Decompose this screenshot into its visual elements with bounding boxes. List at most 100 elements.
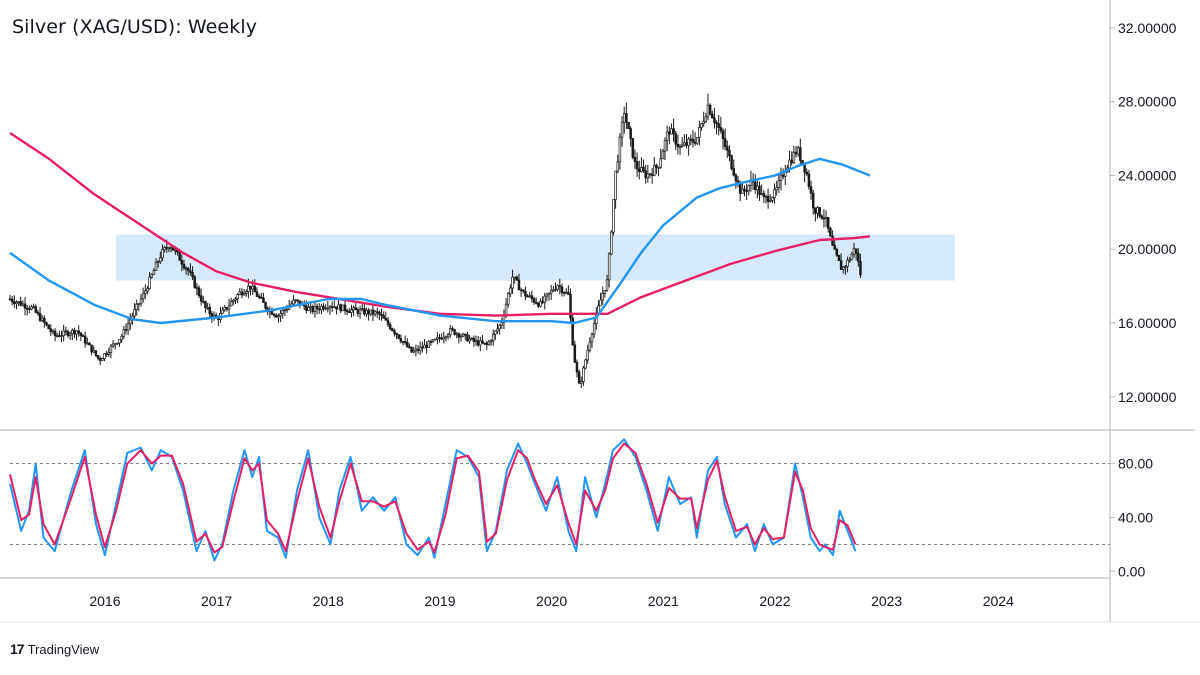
candle-body [618, 136, 622, 163]
candle-body [513, 276, 516, 279]
candle-body [790, 159, 793, 163]
candle-body [648, 173, 652, 176]
candle-body [141, 293, 145, 300]
candle-body [532, 298, 536, 303]
candle-body [466, 334, 469, 342]
candle-body [324, 307, 327, 310]
candle-body [444, 336, 448, 339]
candle-body [805, 171, 809, 175]
candle-body [457, 333, 461, 338]
oscillator-panel[interactable] [9, 438, 1110, 562]
candle-body [485, 342, 489, 346]
candle-body [94, 350, 98, 356]
candle-body [494, 330, 497, 335]
candle-body [326, 307, 330, 310]
time-axis-label: 2019 [424, 593, 455, 609]
candle-body [820, 215, 824, 219]
candle-body [399, 337, 403, 342]
oscillator-axis-label: 0.00 [1118, 563, 1145, 579]
oscillator-axis-label: 40.00 [1118, 509, 1153, 525]
candle-body [397, 334, 400, 339]
tradingview-brand: 17 TradingView [10, 641, 99, 657]
candle-body [723, 138, 727, 147]
candle-body [588, 341, 592, 351]
candle-body [745, 190, 748, 192]
candle-body [135, 303, 138, 310]
candle-body [320, 305, 323, 311]
candle-body [34, 306, 38, 313]
candle-body [831, 235, 834, 246]
candle-body [365, 309, 368, 315]
candle-body [766, 195, 770, 202]
candle-body [451, 328, 454, 330]
candle-body [83, 335, 87, 344]
time-axis-label: 2023 [871, 593, 902, 609]
candle-body [294, 299, 297, 302]
candle-body [401, 341, 405, 343]
price-panel[interactable] [8, 93, 871, 389]
candle-body [721, 130, 725, 140]
candle-body [36, 311, 40, 314]
candle-body [315, 305, 319, 310]
candle-body [71, 329, 74, 335]
candle-body [410, 346, 413, 353]
candle-body [79, 332, 83, 337]
candle-body [43, 317, 46, 323]
candle-body [601, 293, 604, 301]
candle-body [567, 291, 570, 295]
candle-body [210, 313, 214, 318]
candle-body [605, 279, 609, 291]
candle-body [28, 308, 31, 310]
candle-body [453, 329, 456, 335]
candle-body [221, 309, 224, 314]
candle-body [161, 249, 164, 259]
candle-body [498, 324, 501, 330]
price-axis-label: 12.00000 [1118, 389, 1177, 405]
candle-body [109, 345, 113, 353]
candle-body [438, 337, 441, 339]
candle-body [515, 276, 519, 281]
candle-body [646, 173, 650, 179]
price-axis-label: 24.00000 [1118, 167, 1177, 183]
candle-body [614, 170, 617, 200]
candle-body [637, 168, 641, 173]
candle-body [659, 158, 662, 168]
candle-body [442, 337, 446, 340]
candle-body [610, 231, 613, 255]
candle-body [133, 309, 136, 317]
candle-body [440, 337, 443, 340]
candle-body [418, 346, 422, 351]
candle-body [73, 329, 76, 335]
candle-body [764, 195, 768, 198]
time-axis-label: 2021 [648, 593, 679, 609]
candle-body [10, 298, 14, 302]
candle-body [154, 261, 158, 271]
candle-body [496, 328, 499, 332]
candle-body [695, 137, 699, 144]
candle-body [436, 337, 439, 340]
candle-body [625, 113, 628, 123]
candle-body [562, 292, 566, 294]
candle-body [369, 309, 373, 315]
candle-body [120, 335, 123, 340]
candle-body [330, 306, 334, 309]
candle-body [620, 121, 624, 138]
candle-body [15, 301, 18, 304]
candle-body [88, 342, 91, 346]
candle-body [590, 333, 594, 343]
candle-body [779, 174, 783, 181]
candle-body [191, 272, 194, 278]
candle-body [852, 248, 856, 255]
candle-body [792, 151, 796, 163]
candle-body [857, 252, 860, 262]
candle-body [773, 189, 776, 199]
candle-body [17, 301, 20, 303]
candle-body [678, 146, 682, 148]
candle-body [227, 305, 231, 310]
candle-body [528, 295, 531, 298]
candle-body [208, 307, 211, 314]
candle-body [21, 303, 25, 306]
candle-body [111, 343, 115, 347]
time-axis-label: 2020 [536, 593, 567, 609]
